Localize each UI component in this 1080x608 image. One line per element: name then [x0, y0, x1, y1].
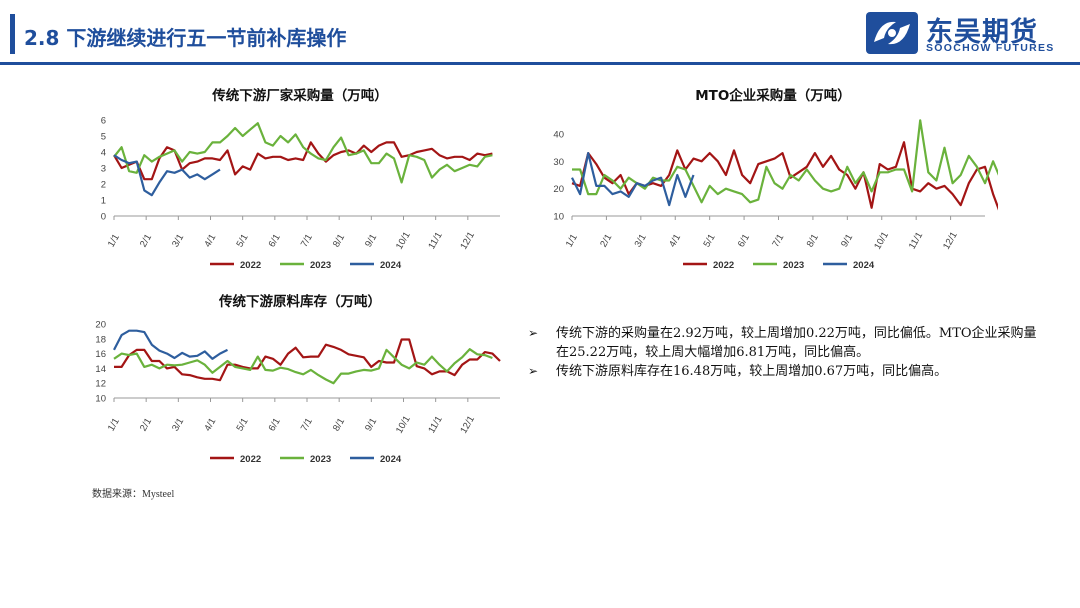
logo-mark-icon: [866, 12, 918, 54]
logo-chinese-text: 东吴期货: [926, 17, 1038, 48]
commentary-item: ➢ 传统下游的采购量在2.92万吨，较上周增加0.22万吨，同比偏低。MTO企业…: [528, 324, 1048, 362]
x-tick-label: 3/1: [170, 232, 186, 249]
legend-label: 2023: [783, 260, 804, 271]
x-tick-label: 5/1: [701, 232, 717, 249]
y-tick-label: 16: [95, 349, 106, 360]
x-tick-label: 6/1: [267, 232, 283, 249]
legend-label: 2023: [310, 260, 331, 271]
x-tick-label: 7/1: [299, 416, 315, 433]
x-tick-label: 1/1: [106, 416, 122, 433]
chart-mto-purchase-svg: MTO企业采购量（万吨） 10 20 30 40 1/1 2/1 3/1 4/1 5/1 6/1 7/…: [553, 87, 998, 271]
x-tick-label: 12/1: [458, 414, 477, 436]
page-title: 2.8 下游继续进行五一节前补库操作: [24, 26, 347, 50]
x-tick-label: 10/1: [394, 230, 413, 252]
header: 2.8 下游继续进行五一节前补库操作 东吴期货 SOOCHOW FUTURES: [0, 0, 1080, 66]
legend-label: 2023: [310, 454, 331, 465]
series-line-2024: [113, 154, 221, 197]
x-tick-label: 7/1: [770, 232, 786, 249]
series-line-2023: [572, 119, 998, 204]
x-tick-label: 9/1: [363, 232, 379, 249]
x-tick-label: 6/1: [736, 232, 752, 249]
x-tick-label: 10/1: [394, 414, 413, 436]
x-tick-label: 12/1: [458, 230, 477, 252]
y-tick-label: 4: [101, 148, 106, 159]
legend-label: 2022: [713, 260, 734, 271]
y-tick-label: 1: [101, 196, 106, 207]
y-tick-label: 30: [553, 157, 564, 168]
chart-traditional-purchase-svg: 传统下游厂家采购量（万吨） 0 1 2 3 4 5 6 1/1 2/1 3/1 4/1 5/1 6/1 7/…: [101, 87, 500, 271]
x-tick-label: 1/1: [564, 232, 580, 249]
y-tick-label: 20: [553, 184, 564, 195]
series-line-2022: [113, 141, 493, 181]
series-line-2024: [113, 329, 228, 360]
x-tick-label: 8/1: [331, 232, 347, 249]
x-tick-label: 2/1: [138, 232, 154, 249]
x-tick-label: 11/1: [907, 230, 925, 251]
x-tick-label: 10/1: [872, 230, 891, 252]
bullet-arrow-icon: ➢: [528, 326, 539, 340]
y-tick-label: 0: [101, 212, 106, 223]
y-tick-label: 2: [101, 180, 106, 191]
x-tick-label: 5/1: [234, 416, 250, 433]
x-tick-label: 4/1: [202, 416, 218, 433]
legend-label: 2024: [853, 260, 875, 271]
series-line-2023: [113, 348, 493, 385]
x-tick-label: 5/1: [234, 232, 250, 249]
y-tick-label: 5: [101, 132, 106, 143]
x-tick-label: 11/1: [426, 414, 444, 435]
x-tick-label: 1/1: [106, 232, 122, 249]
x-tick-label: 4/1: [667, 232, 683, 249]
y-tick-label: 10: [95, 394, 106, 405]
header-divider: [0, 62, 1080, 65]
y-tick-label: 6: [101, 116, 106, 127]
chart-mto-purchase: MTO企业采购量（万吨） 10 20 30 40 1/1 2/1 3/1 4/1 5/1 6/1 7/…: [538, 82, 998, 280]
legend-label: 2022: [240, 454, 261, 465]
series-line-2023: [113, 122, 493, 184]
x-tick-label: 7/1: [299, 232, 315, 249]
commentary-text: 传统下游原料库存在16.48万吨，较上周增加0.67万吨，同比偏高。: [556, 364, 948, 379]
x-tick-label: 2/1: [138, 416, 154, 433]
logo-english-text: SOOCHOW FUTURES: [926, 42, 1055, 54]
y-tick-label: 20: [95, 320, 106, 331]
legend-label: 2022: [240, 260, 261, 271]
commentary: ➢ 传统下游的采购量在2.92万吨，较上周增加0.22万吨，同比偏低。MTO企业…: [528, 324, 1048, 381]
y-tick-label: 14: [95, 364, 106, 375]
commentary-text: 传统下游的采购量在2.92万吨，较上周增加0.22万吨，同比偏低。MTO企业采购…: [556, 326, 1037, 360]
x-tick-label: 8/1: [805, 232, 821, 249]
x-tick-label: 8/1: [331, 416, 347, 433]
x-tick-label: 3/1: [633, 232, 649, 249]
legend-label: 2024: [380, 454, 402, 465]
chart-title: 传统下游厂家采购量（万吨）: [211, 87, 388, 104]
series-line-2024: [571, 151, 695, 207]
chart-title: 传统下游原料库存（万吨）: [218, 293, 381, 310]
x-tick-label: 9/1: [363, 416, 379, 433]
chart-traditional-inventory: 传统下游原料库存（万吨） 10 12 14 16 18 20 1/1 2/1 3/1 4/1 5/1 6…: [80, 288, 510, 478]
y-tick-label: 10: [553, 212, 564, 223]
y-tick-label: 12: [95, 379, 106, 390]
y-tick-label: 18: [95, 334, 106, 345]
legend-label: 2024: [380, 260, 402, 271]
x-tick-label: 6/1: [267, 416, 283, 433]
y-tick-label: 40: [553, 130, 564, 141]
chart-title: MTO企业采购量（万吨）: [695, 87, 851, 104]
chart-traditional-inventory-svg: 传统下游原料库存（万吨） 10 12 14 16 18 20 1/1 2/1 3/1 4/1 5/1 6…: [95, 293, 501, 465]
brand-logo: 东吴期货 SOOCHOW FUTURES: [866, 10, 1066, 58]
chart-traditional-purchase: 传统下游厂家采购量（万吨） 0 1 2 3 4 5 6 1/1 2/1 3/1 4/1 5/1 6/1 7/…: [80, 82, 510, 280]
bullet-arrow-icon: ➢: [528, 364, 539, 378]
x-tick-label: 4/1: [202, 232, 218, 249]
header-accent-bar: [10, 14, 15, 54]
y-tick-label: 3: [101, 164, 106, 175]
x-tick-label: 2/1: [598, 232, 614, 249]
series-line-2022: [114, 338, 501, 382]
x-tick-label: 12/1: [941, 230, 960, 252]
data-source: 数据来源：Mysteel: [92, 489, 175, 500]
x-tick-label: 11/1: [426, 230, 444, 251]
x-tick-label: 9/1: [839, 232, 855, 249]
x-tick-label: 3/1: [170, 416, 186, 433]
commentary-item: ➢ 传统下游原料库存在16.48万吨，较上周增加0.67万吨，同比偏高。: [528, 362, 1048, 381]
